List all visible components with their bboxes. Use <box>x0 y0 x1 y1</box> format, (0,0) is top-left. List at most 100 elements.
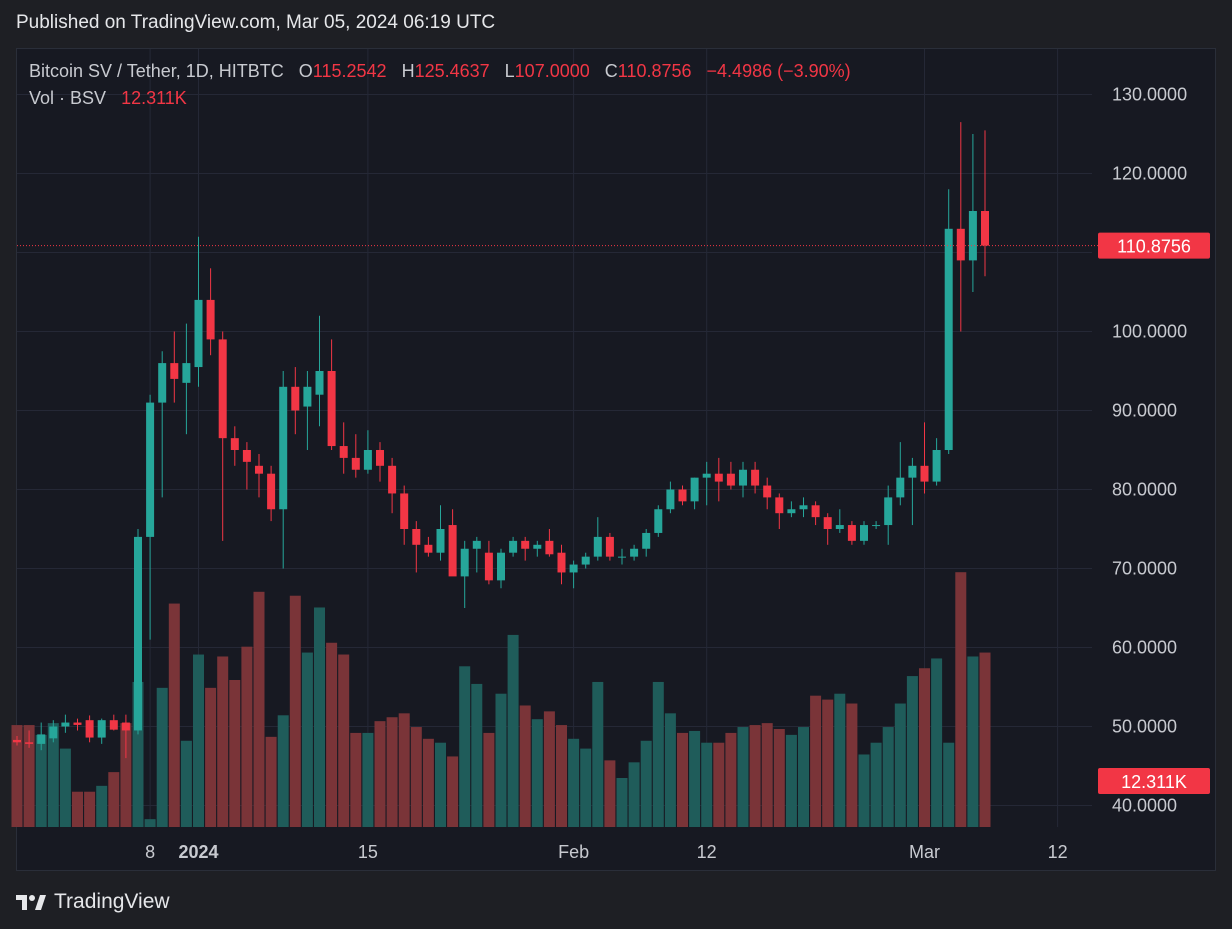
volume-bar <box>180 740 192 827</box>
tradingview-brand[interactable]: TradingView <box>54 890 170 913</box>
volume-bar <box>725 732 737 827</box>
volume-bar <box>894 703 906 827</box>
candle-body <box>206 299 215 340</box>
candle-body <box>799 505 808 510</box>
volume-bar <box>580 748 592 827</box>
volume-bar <box>265 736 277 827</box>
volume-bar <box>422 738 434 827</box>
candle-body <box>726 473 735 486</box>
candle-body <box>872 525 881 527</box>
candle-body <box>13 739 21 743</box>
candle-body <box>97 720 106 738</box>
candle-body <box>37 734 46 744</box>
candle-body <box>968 210 977 261</box>
candle-body <box>545 540 554 555</box>
footer: TradingView <box>16 889 170 915</box>
candle-body <box>73 722 82 725</box>
candle-body <box>956 228 965 261</box>
volume-bar <box>350 732 362 827</box>
volume-bar <box>749 725 761 827</box>
candle-body <box>569 564 578 573</box>
candle-body <box>424 544 433 553</box>
chart-legend: Bitcoin SV / Tether, 1D, HITBTC O115.254… <box>29 58 851 112</box>
candle-body <box>230 438 239 450</box>
volume-bar <box>628 762 640 827</box>
candle-body <box>182 363 191 383</box>
legend-close-value: 110.8756 <box>617 61 692 81</box>
volume-bar <box>193 654 204 827</box>
volume-bar <box>906 676 918 827</box>
x-tick-label: Mar <box>909 842 940 862</box>
volume-bar <box>798 727 809 827</box>
price-tags: 110.8756 12.311K <box>1098 232 1210 794</box>
candle-body <box>25 742 34 744</box>
volume-bar <box>144 819 156 827</box>
candle-body <box>618 556 626 558</box>
candle-body <box>775 497 784 514</box>
candle-body <box>109 720 118 730</box>
volume-bar <box>241 646 253 827</box>
candle-body <box>920 465 929 482</box>
candle-body <box>339 446 348 458</box>
candle-body <box>908 465 917 478</box>
candle-body <box>376 450 384 466</box>
candle-body <box>472 540 481 549</box>
candle-body <box>593 536 602 557</box>
candle-body <box>787 509 796 514</box>
y-axis: 130.0000120.0000110.0000100.000090.00008… <box>1112 85 1187 816</box>
candle-body <box>61 722 70 727</box>
legend-vol-label: Vol · BSV <box>29 88 107 108</box>
candle-body <box>194 299 203 368</box>
candle-body <box>303 386 312 407</box>
candle-body <box>581 556 590 565</box>
last-volume-label: 12.311K <box>1121 772 1187 792</box>
volume-bar <box>713 742 725 827</box>
legend-o-label: O <box>298 61 313 81</box>
volume-bar <box>882 727 894 827</box>
candle-body <box>702 473 711 478</box>
candle-body <box>291 386 300 411</box>
candle-body <box>509 540 518 553</box>
candle-body <box>835 525 844 529</box>
y-tick-label: 70.0000 <box>1112 559 1177 579</box>
candle-body <box>242 450 251 462</box>
volume-bar <box>447 756 459 827</box>
tradingview-logo-icon[interactable] <box>16 892 46 912</box>
volume-bar <box>543 711 555 827</box>
legend-high-value: 125.4637 <box>414 61 490 81</box>
volume-bar <box>652 681 664 827</box>
candle-body <box>121 722 130 731</box>
volume-bar <box>519 705 531 827</box>
volume-bar <box>72 791 83 827</box>
candle-body <box>860 525 868 541</box>
x-tick-label: 12 <box>1048 842 1068 862</box>
candle-body <box>327 371 336 447</box>
legend-l-label: L <box>504 61 515 81</box>
volume-bar <box>156 687 168 827</box>
candle-body <box>412 529 421 545</box>
candle-body <box>533 544 542 549</box>
volume-bar <box>568 738 580 827</box>
y-tick-label: 80.0000 <box>1112 480 1177 500</box>
candle-body <box>884 497 893 526</box>
candle-body <box>267 473 276 510</box>
published-caption: Published on TradingView.com, Mar 05, 20… <box>16 12 496 33</box>
candle-body <box>448 525 457 577</box>
y-tick-label: 100.0000 <box>1112 322 1187 342</box>
volume-bar <box>943 742 955 827</box>
candles <box>13 122 989 759</box>
x-tick-label: 15 <box>358 842 378 862</box>
x-tick-label: 8 <box>145 842 155 862</box>
volume-bar <box>59 748 71 827</box>
volume-bar <box>47 723 59 827</box>
volume-bar <box>289 595 301 827</box>
candle-body <box>605 536 614 557</box>
volume-bar <box>810 695 822 827</box>
volume-bar <box>979 652 991 827</box>
volume-bar <box>205 687 217 827</box>
volume-bar <box>846 703 858 827</box>
volume-bar <box>459 666 471 827</box>
volume-bar <box>374 721 386 827</box>
volume-bar <box>96 785 108 827</box>
